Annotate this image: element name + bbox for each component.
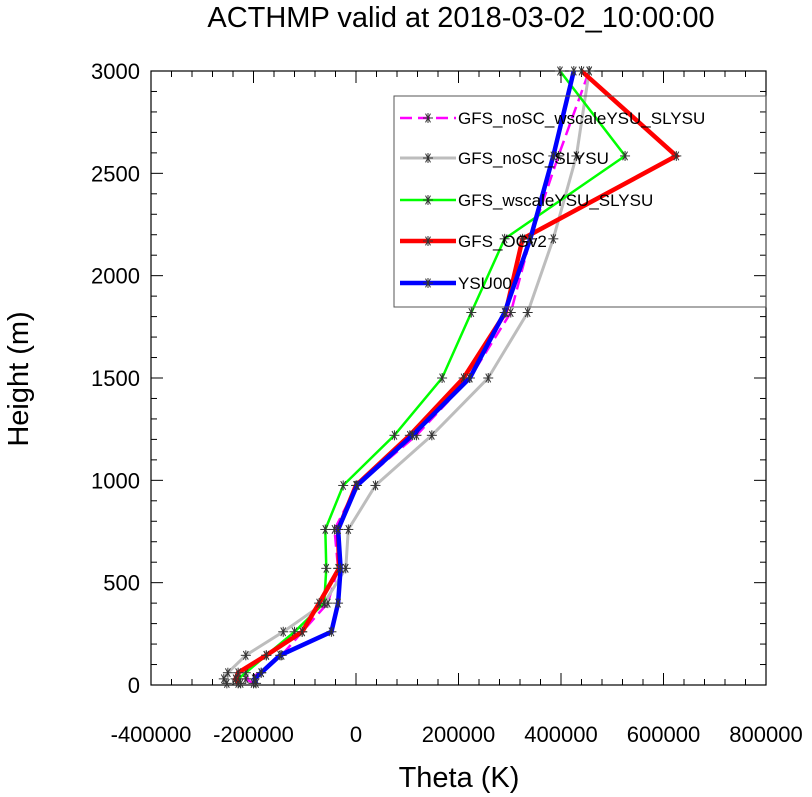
data-point <box>352 480 363 491</box>
y-axis-title: Height (m) <box>3 311 35 446</box>
data-point <box>278 626 289 637</box>
legend-marker <box>423 236 433 246</box>
data-point <box>261 650 272 661</box>
data-point <box>426 430 437 441</box>
legend-box <box>393 95 767 308</box>
data-point <box>568 66 579 76</box>
legend-label: GFS_OGv2 <box>458 232 547 251</box>
x-tick-label: 0 <box>350 722 362 747</box>
x-axis-title: Theta (K) <box>399 762 520 794</box>
data-point <box>620 150 631 161</box>
data-point <box>483 373 494 383</box>
data-point <box>389 430 400 441</box>
legend-label: GFS_noSC_SLYSU <box>458 149 609 168</box>
data-point <box>314 598 325 609</box>
data-point <box>525 233 536 244</box>
data-point <box>297 626 308 637</box>
legend-marker <box>423 113 433 123</box>
data-point <box>240 650 251 661</box>
x-tick-label: 200000 <box>422 722 495 747</box>
series-line <box>233 69 681 685</box>
data-point <box>548 233 559 244</box>
data-point <box>554 66 565 76</box>
data-point <box>343 524 354 535</box>
data-point <box>499 307 510 318</box>
data-point <box>233 667 244 678</box>
x-tick-label: 400000 <box>524 722 597 747</box>
y-tick-label: 3000 <box>91 59 140 84</box>
y-tick-label: 1000 <box>91 468 140 493</box>
legend-marker <box>423 195 433 205</box>
data-point <box>256 667 267 678</box>
data-point <box>407 430 418 441</box>
data-point <box>340 563 351 574</box>
legend-label: GFS_noSC_wscaleYSU_SLYSU <box>458 109 705 128</box>
x-tick-label: 600000 <box>627 722 700 747</box>
x-tick-label: -400000 <box>111 722 192 747</box>
data-point <box>320 524 331 535</box>
series-YSU00 <box>249 66 579 689</box>
data-point <box>522 307 533 318</box>
data-point <box>466 307 477 318</box>
data-point <box>321 563 332 574</box>
legend-label: YSU00 <box>458 274 512 293</box>
tick-labels: -400000 -200000 0 200000 400000 600000 800000 0… <box>91 59 803 747</box>
tick-marks <box>150 70 767 686</box>
data-point <box>517 233 528 244</box>
data-point <box>335 563 346 574</box>
y-tick-label: 2500 <box>91 161 140 186</box>
data-point <box>464 373 475 383</box>
data-point <box>571 150 582 161</box>
legend: GFS_noSC_wscaleYSU_SLYSU GFS_noSC_SLYSU GF… <box>393 95 767 308</box>
data-point <box>671 150 682 161</box>
data-point <box>222 667 233 678</box>
data-point <box>275 650 286 661</box>
data-point <box>333 524 344 535</box>
y-tick-label: 2000 <box>91 264 140 289</box>
data-point <box>249 673 260 684</box>
data-point <box>370 480 381 491</box>
x-tick-label: -200000 <box>213 722 294 747</box>
series-layer <box>218 66 682 689</box>
legend-label: GFS_wscaleYSU_SLYSU <box>458 191 653 210</box>
legend-marker <box>423 278 433 288</box>
data-point <box>548 150 559 161</box>
y-tick-label: 1500 <box>91 366 140 391</box>
y-tick-label: 0 <box>128 673 140 698</box>
data-point <box>499 233 510 244</box>
y-tick-label: 500 <box>103 571 140 596</box>
data-point <box>326 626 337 637</box>
data-point <box>437 373 448 383</box>
data-point <box>338 480 349 491</box>
data-point <box>230 673 241 684</box>
data-point <box>333 598 344 609</box>
x-tick-label: 800000 <box>729 722 802 747</box>
legend-marker <box>423 153 433 163</box>
chart-title: ACTHMP valid at 2018-03-02_10:00:00 <box>207 2 714 34</box>
